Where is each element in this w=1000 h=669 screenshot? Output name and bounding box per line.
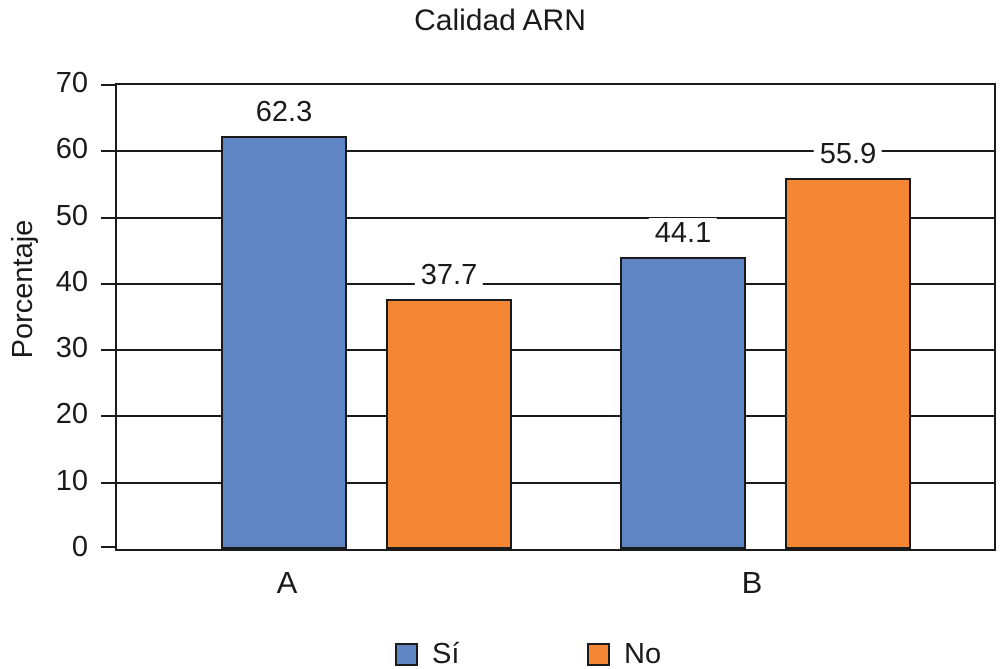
legend-label-Sí: Sí: [432, 638, 460, 669]
y-axis-tick-labels: 0 10 20 30 40 50 60 70: [0, 0, 88, 669]
bar-value-A-No: 37.7: [414, 260, 484, 290]
bar-A-No: [386, 299, 512, 549]
x-category-label-B: B: [741, 565, 763, 600]
gridline-10: [117, 482, 994, 484]
y-tick-label-0: 0: [71, 531, 88, 563]
gridline-20: [117, 415, 994, 417]
legend-label-No: No: [624, 638, 662, 669]
y-tick-label-60: 60: [55, 133, 88, 165]
legend-swatch-Sí: [395, 642, 418, 666]
legend: Sí No: [0, 640, 1000, 669]
x-category-label-A: A: [276, 565, 298, 600]
y-tick-50: [101, 217, 117, 219]
y-tick-30: [101, 349, 117, 351]
y-tick-0: [101, 546, 117, 548]
legend-item-No: No: [587, 638, 662, 669]
gridline-50: [117, 217, 994, 219]
bar-value-A-Sí: 62.3: [249, 97, 319, 127]
y-tick-label-10: 10: [55, 465, 88, 497]
y-tick-10: [101, 482, 117, 484]
y-tick-70: [101, 84, 117, 86]
y-tick-label-20: 20: [55, 398, 88, 430]
y-tick-40: [101, 283, 117, 285]
y-tick-label-50: 50: [55, 200, 88, 232]
bar-value-B-No: 55.9: [813, 139, 883, 169]
chart-title: Calidad ARN: [414, 4, 586, 37]
gridline-40: [117, 283, 994, 285]
legend-swatch-No: [587, 642, 610, 666]
bar-B-Sí: [620, 257, 746, 549]
y-tick-label-40: 40: [55, 266, 88, 298]
y-tick-20: [101, 415, 117, 417]
bar-B-No: [785, 178, 911, 549]
gridline-30: [117, 349, 994, 351]
plot-area: 62.3 44.1 37.7 55.9: [101, 83, 996, 551]
y-tick-label-30: 30: [55, 332, 88, 364]
bar-A-Sí: [221, 136, 347, 549]
bar-value-B-Sí: 44.1: [648, 218, 718, 248]
legend-item-Sí: Sí: [395, 638, 460, 669]
gridline-60: [117, 150, 994, 152]
y-tick-label-70: 70: [55, 67, 88, 99]
y-tick-60: [101, 150, 117, 152]
